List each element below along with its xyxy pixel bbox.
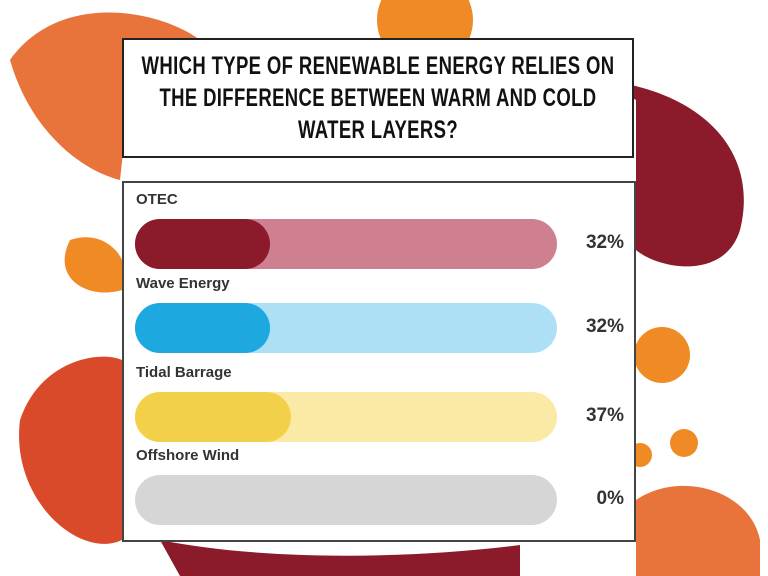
option-label: OTEC (136, 191, 178, 208)
value-label: 37% (585, 405, 624, 426)
blob (160, 540, 520, 576)
blob (636, 485, 760, 576)
bar (135, 303, 271, 353)
option-label: Tidal Barrage (136, 364, 232, 381)
blob (670, 429, 698, 457)
poll-panel: OTEC 32% Wave Energy 32% Tidal Barrage 37% Off… (122, 181, 636, 542)
value-label: 0% (596, 488, 624, 509)
blob (19, 356, 122, 544)
blob (634, 327, 690, 383)
value-label: 32% (585, 232, 624, 253)
option-label: Wave Energy (136, 275, 230, 292)
chart-title: WHICH TYPE OF RENEWABLE ENERGY RELIES ON… (141, 52, 615, 144)
blob (64, 237, 122, 293)
bar-track (135, 475, 557, 525)
title-box: WHICH TYPE OF RENEWABLE ENERGY RELIES ON… (122, 38, 634, 158)
bar (135, 219, 271, 269)
value-label: 32% (585, 316, 624, 337)
blob (600, 80, 744, 267)
bar (135, 392, 292, 442)
option-label: Offshore Wind (136, 447, 240, 464)
